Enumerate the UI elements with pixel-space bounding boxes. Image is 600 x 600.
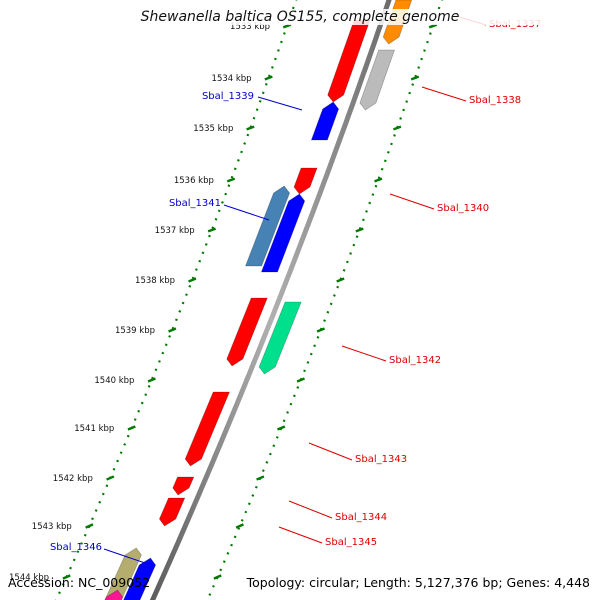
- gene-sbal-1340-arrow[interactable]: [293, 167, 318, 195]
- gene-label-sbal-1340[interactable]: Sbal_1340: [437, 203, 489, 214]
- tick-mark: [188, 277, 197, 283]
- tick-mark: [277, 425, 286, 431]
- gene-label-sbal-1338[interactable]: Sbal_1338: [469, 95, 521, 106]
- backbone-line: [149, 0, 392, 600]
- gene-label-sbal-1342[interactable]: Sbal_1342: [389, 355, 441, 366]
- genome-backbone: [149, 0, 392, 600]
- genome-summary: Topology: circular; Length: 5,127,376 bp…: [246, 575, 590, 590]
- tick-label: 1543 kbp: [32, 522, 72, 532]
- gene-features: [96, 0, 413, 600]
- tick-mark: [246, 125, 255, 131]
- label-leader-line: [257, 96, 303, 111]
- gene-label-sbal-1344[interactable]: Sbal_1344: [335, 512, 387, 523]
- tick-mark: [226, 177, 236, 183]
- tick-label: 1534 kbp: [212, 74, 252, 84]
- tick-mark: [428, 23, 438, 29]
- tick-mark: [168, 327, 177, 333]
- tick-mark: [85, 523, 94, 529]
- tick-mark: [62, 574, 71, 580]
- gene-sbal-1346-partner-arrow[interactable]: [104, 547, 142, 600]
- label-leader-line: [341, 345, 387, 362]
- gene-sbal-1342-partner-arrow[interactable]: [258, 301, 302, 375]
- tick-label: 1544 kbp: [9, 573, 49, 583]
- map-title: Shewanella baltica OS155, complete genom…: [0, 9, 600, 25]
- tick-mark: [264, 75, 273, 81]
- tick-label: 1533 kbp: [230, 22, 270, 32]
- gene-sbal-1337-arrow[interactable]: [327, 19, 371, 103]
- tick-label: 1536 kbp: [174, 176, 214, 186]
- gene-sbal-1339-arrow[interactable]: [310, 101, 340, 141]
- gene-label-sbal-1343[interactable]: Sbal_1343: [355, 454, 407, 465]
- gene-sbal-1341-arrow[interactable]: [260, 193, 306, 273]
- tick-mark: [374, 177, 383, 183]
- tick-label: 1541 kbp: [74, 424, 114, 434]
- label-leader-line: [421, 86, 467, 102]
- tick-label: 1542 kbp: [53, 474, 93, 484]
- gene-label-sbal-1339[interactable]: Sbal_1339: [202, 91, 254, 102]
- label-leader-line: [278, 526, 323, 544]
- gene-sbal-1338-arrow[interactable]: [359, 49, 396, 111]
- gene-label-sbal-1345[interactable]: Sbal_1345: [325, 537, 377, 548]
- gene-label-sbal-1346[interactable]: Sbal_1346: [50, 542, 102, 553]
- scale-ticks: 1533 kbp 1534 kbp 1535 kbp 1536 kbp 1537 kbp…: [9, 0, 443, 600]
- tick-mark: [410, 75, 420, 81]
- tick-mark: [282, 23, 292, 29]
- gene-sbal-1342-arrow[interactable]: [226, 297, 268, 367]
- label-leader-line: [223, 204, 270, 221]
- tick-mark: [336, 277, 345, 283]
- gene-label-sbal-1341[interactable]: Sbal_1341: [169, 198, 221, 209]
- scale-ring-outer: [206, 0, 443, 600]
- tick-mark: [235, 523, 244, 529]
- label-leader-line: [389, 193, 435, 210]
- tick-mark: [296, 377, 305, 383]
- tick-mark: [393, 125, 402, 131]
- tick-mark: [147, 377, 156, 383]
- gene-sbal-1345-arrow[interactable]: [158, 497, 186, 527]
- label-leader-line: [308, 442, 353, 461]
- gene-sbal-1341-partner-arrow[interactable]: [244, 185, 291, 267]
- gene-extra-arrow[interactable]: [96, 589, 124, 600]
- gene-labels: Sbal_1339Sbal_1341Sbal_1346Sbal_1337Sbal…: [50, 15, 541, 565]
- tick-mark: [106, 475, 115, 481]
- tick-label: 1538 kbp: [135, 276, 175, 286]
- tick-mark: [316, 327, 325, 333]
- tick-label: 1539 kbp: [115, 326, 155, 336]
- accession-label: Accession: NC_009052: [8, 575, 151, 590]
- tick-mark: [256, 475, 265, 481]
- tick-label: 1540 kbp: [94, 376, 134, 386]
- tick-mark: [127, 425, 136, 431]
- tick-label: 1537 kbp: [155, 226, 195, 236]
- tick-mark: [355, 227, 364, 233]
- tick-mark: [213, 574, 222, 580]
- gene-sbal-1344-arrow[interactable]: [172, 476, 195, 496]
- tick-label: 1535 kbp: [193, 124, 233, 134]
- tick-mark: [207, 227, 217, 233]
- label-leader-line: [103, 548, 149, 565]
- gene-sbal-1343-arrow[interactable]: [184, 391, 231, 467]
- label-leader-line: [288, 500, 333, 519]
- gene-sbal-1346-arrow[interactable]: [119, 557, 157, 600]
- scale-ring-inner: [54, 0, 298, 600]
